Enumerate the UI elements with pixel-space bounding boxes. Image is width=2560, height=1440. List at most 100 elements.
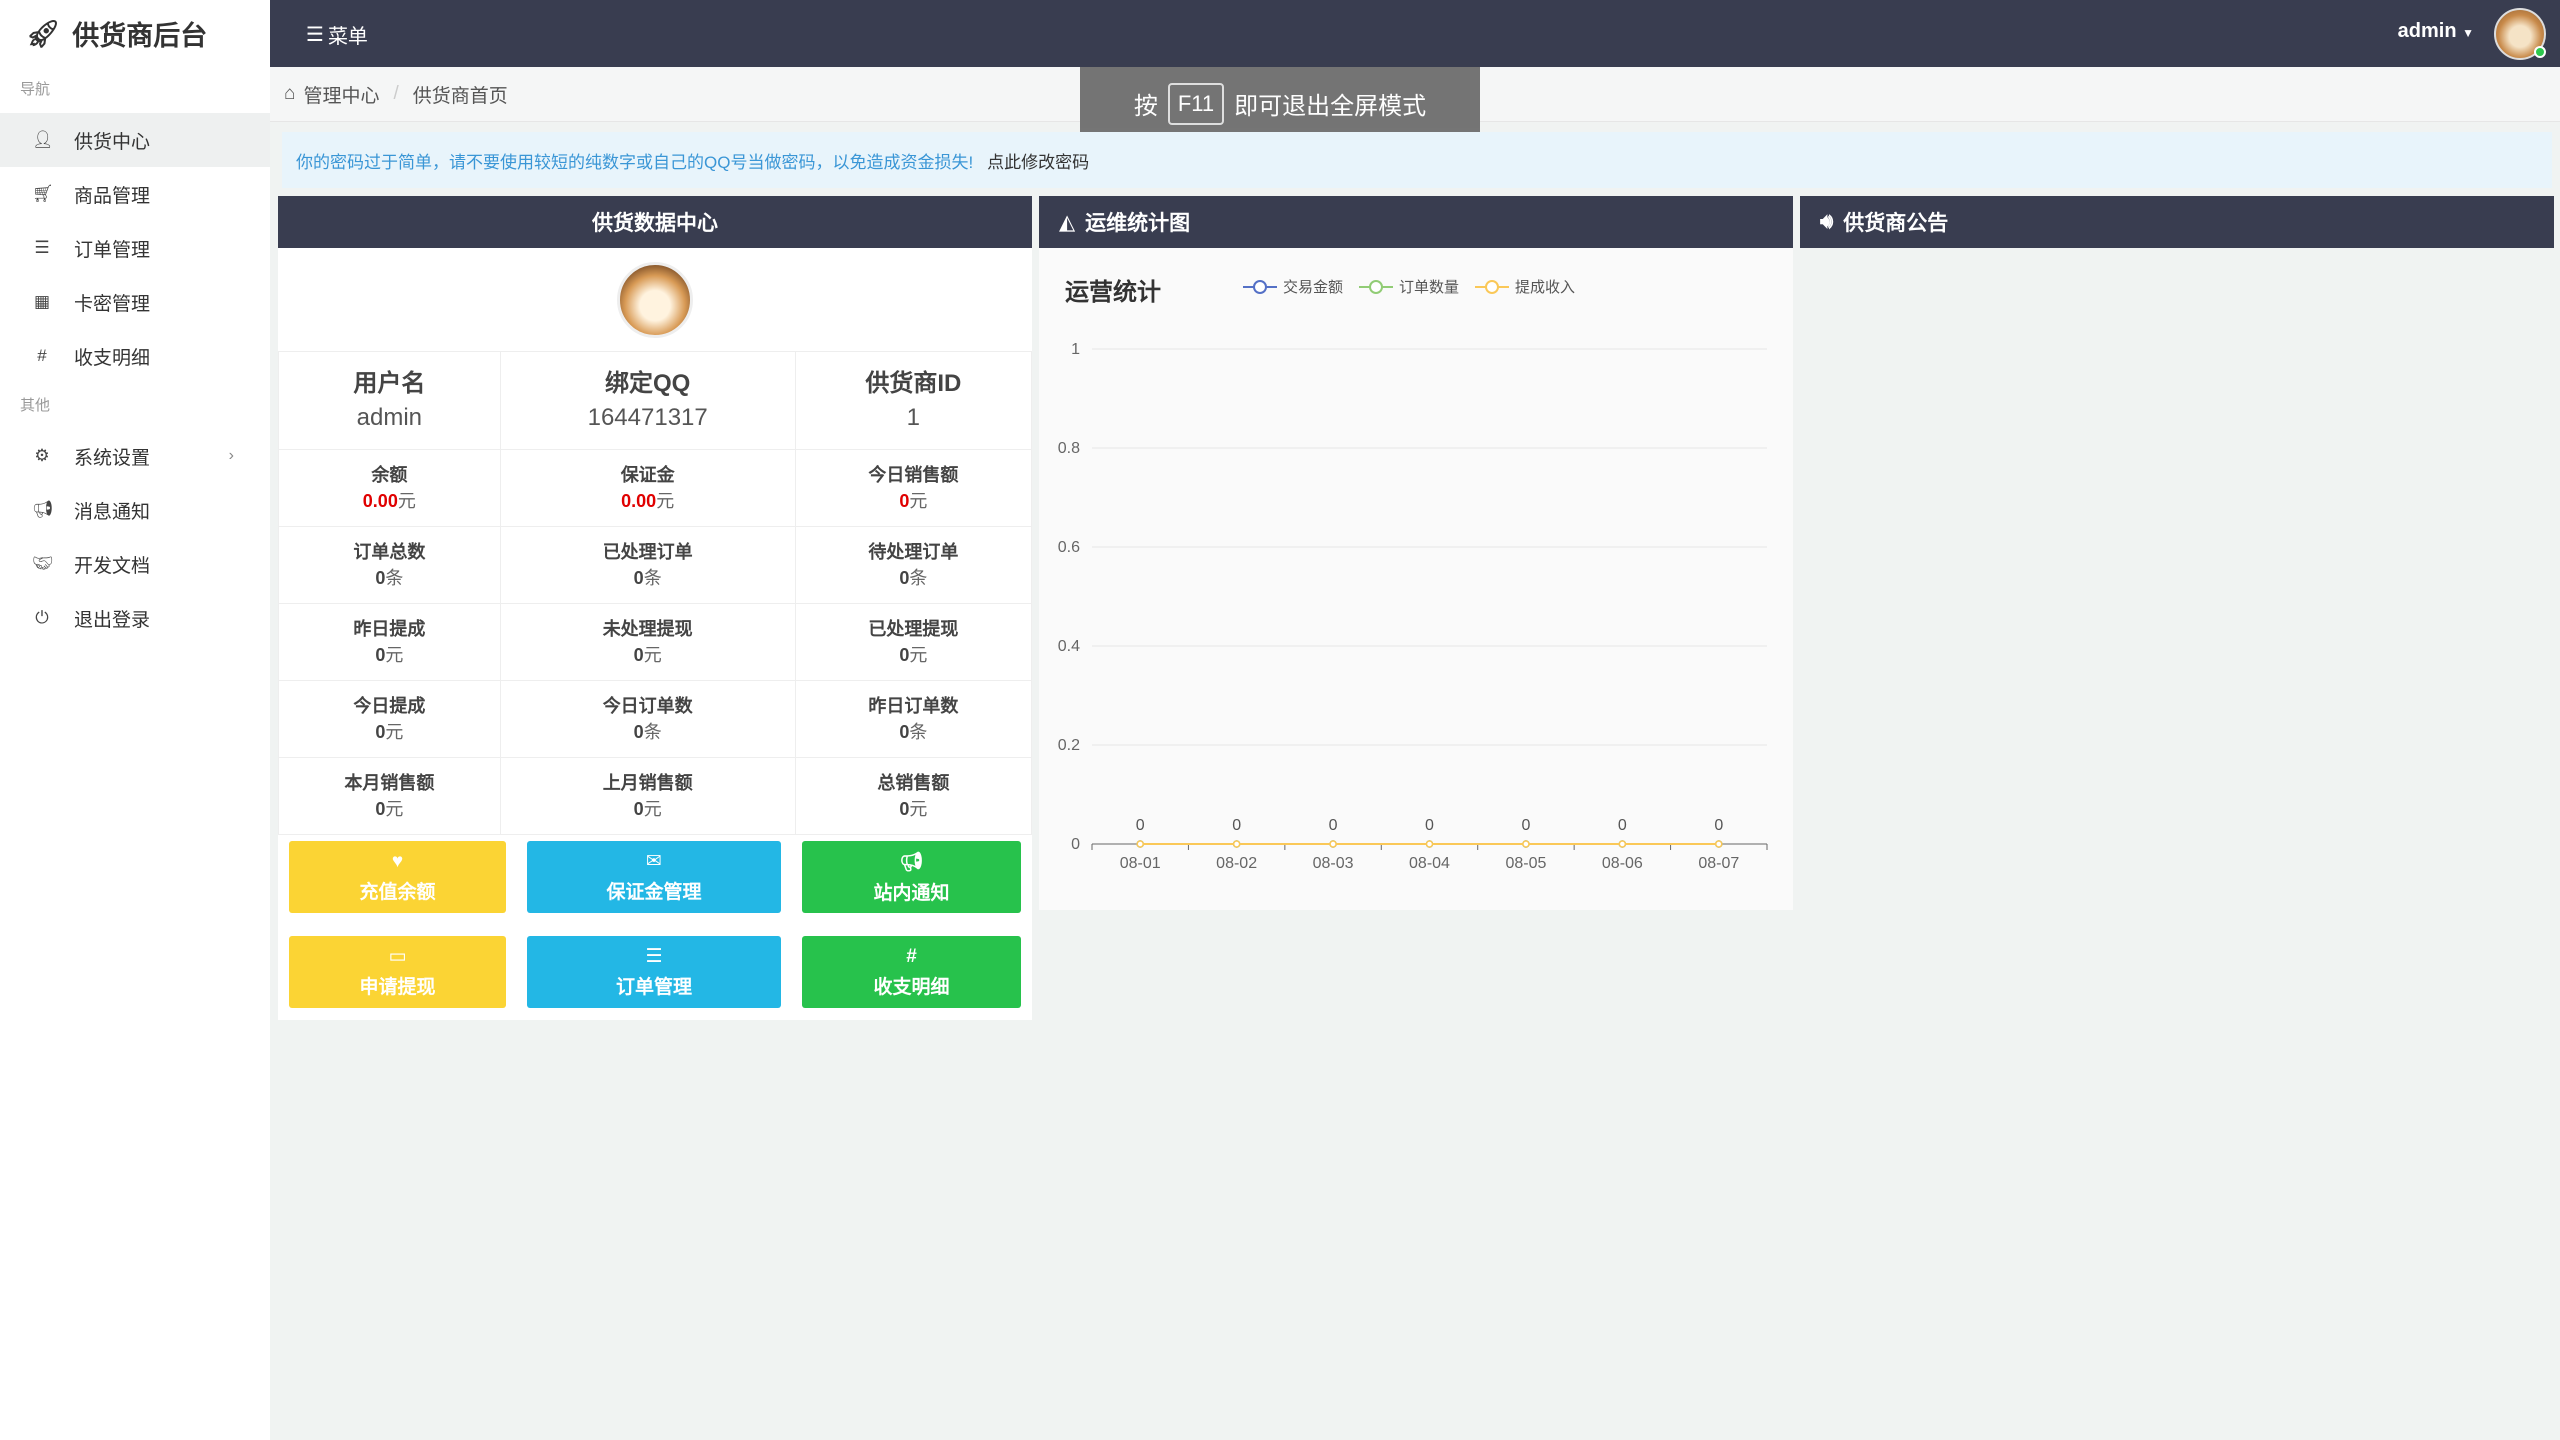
- sidebar: 🚀︎ 供货商后台 导航 👤︎ 供货中心 🛒︎ 商品管理 ☰ 订单管理 ▦ 卡密管理 # 收支明细 其他 ⚙…: [0, 0, 270, 1440]
- sidebar-item[interactable]: 👤︎ 供货中心: [0, 113, 270, 167]
- heartbeat-icon: ♥: [391, 850, 404, 872]
- data-label: 0: [1329, 817, 1338, 834]
- panel-title: 供货数据中心: [278, 196, 1032, 248]
- legend-item[interactable]: 订单数量: [1359, 276, 1459, 297]
- stat-cell: 未处理提现 0元: [499, 603, 796, 681]
- rocket-icon: 🚀︎: [26, 18, 61, 49]
- user-icon: 👤︎: [32, 130, 54, 149]
- fullscreen-tip: 按 F11 即可退出全屏模式: [1080, 67, 1480, 140]
- grid-icon: ▦: [33, 292, 51, 311]
- legend-item[interactable]: 交易金额: [1243, 276, 1343, 297]
- legend-item[interactable]: 提成收入: [1475, 276, 1575, 297]
- action-button[interactable]: ▭ 申请提现: [289, 936, 506, 1008]
- data-label: 0: [1136, 817, 1145, 834]
- data-label: 0: [1521, 817, 1530, 834]
- stat-cell: 今日提成 0元: [278, 680, 501, 758]
- hash-icon: #: [37, 346, 47, 365]
- volume-icon: 🔊︎: [1820, 210, 1834, 233]
- sidebar-item[interactable]: 📢︎ 消息通知: [32, 500, 151, 523]
- key-badge: F11: [1167, 82, 1225, 125]
- avatar[interactable]: [2494, 8, 2546, 60]
- stat-cell: 昨日提成 0元: [278, 603, 501, 681]
- sidebar-item[interactable]: 🛒︎ 商品管理: [32, 184, 151, 207]
- stat-cell: 昨日订单数 0条: [794, 680, 1033, 758]
- action-button[interactable]: ✉ 保证金管理: [527, 841, 781, 913]
- logo[interactable]: 🚀︎ 供货商后台: [26, 18, 208, 52]
- stat-cell: 上月销售额 0元: [499, 757, 796, 835]
- sidebar-item[interactable]: ⏻ 退出登录: [0, 591, 270, 645]
- data-point[interactable]: [1715, 840, 1723, 848]
- handshake-icon: 🤝︎: [32, 554, 54, 573]
- breadcrumb-item[interactable]: 管理中心: [303, 85, 380, 107]
- home-icon: ⌂: [284, 83, 296, 104]
- stat-cell: 待处理订单 0条: [794, 526, 1033, 604]
- bullhorn-icon: 📢︎: [899, 851, 924, 873]
- info-cell: 用户名 admin: [278, 351, 501, 450]
- power-icon: ⏻: [35, 608, 49, 627]
- data-label: 0: [1232, 817, 1241, 834]
- x-tick-label: 08-05: [1505, 855, 1546, 872]
- line-chart: 0 0.2 0.4 0.6 0.8 1 08-01 08-02 08-03 08-04 08-05 0…: [1058, 341, 1768, 872]
- sidebar-item[interactable]: 🤝︎ 开发文档: [32, 554, 151, 577]
- y-tick-label: 1: [1071, 341, 1080, 358]
- action-button[interactable]: ☰ 订单管理: [527, 936, 781, 1008]
- data-point[interactable]: [1522, 840, 1530, 848]
- table-row: 本月销售额 0元 上月销售额 0元 总销售额 0元: [278, 757, 1033, 835]
- data-point[interactable]: [1232, 840, 1241, 848]
- action-button[interactable]: ♥ 充值余额: [289, 841, 506, 913]
- x-tick-label: 08-02: [1216, 855, 1257, 872]
- table-row: 今日提成 0元 今日订单数 0条 昨日订单数 0条: [278, 680, 1033, 758]
- menu-toggle[interactable]: ☰ 菜单: [306, 24, 368, 48]
- x-tick-label: 08-06: [1602, 855, 1643, 872]
- sidebar-item[interactable]: ⚙ 系统设置 ›: [0, 429, 270, 483]
- stat-cell: 已处理订单 0条: [499, 526, 796, 604]
- change-password-link[interactable]: 点此修改密码: [987, 152, 1090, 172]
- hash-icon: #: [906, 945, 917, 967]
- data-point[interactable]: [1136, 840, 1144, 848]
- top-bar: ☰ 菜单 admin ▼: [270, 0, 2560, 67]
- user-avatar: [617, 262, 693, 338]
- user-menu[interactable]: admin ▼: [2397, 20, 2474, 42]
- x-tick-label: 08-04: [1409, 855, 1450, 872]
- sidebar-item[interactable]: # 收支明细: [0, 329, 270, 383]
- stat-cell: 已处理提现 0元: [794, 603, 1033, 681]
- action-button[interactable]: # 收支明细: [802, 936, 1021, 1008]
- data-point[interactable]: [1329, 840, 1337, 848]
- panel-title: 🔊︎ 供货商公告: [1800, 196, 2554, 248]
- bullhorn-icon: 📢︎: [32, 500, 54, 519]
- y-tick-label: 0.8: [1058, 440, 1080, 457]
- area-chart-icon: ◭: [1059, 210, 1076, 234]
- list-icon: ☰: [34, 238, 50, 257]
- chart-title: 运营统计: [1065, 279, 1161, 306]
- y-tick-label: 0.2: [1058, 737, 1080, 754]
- info-cell: 绑定QQ 164471317: [499, 351, 796, 450]
- data-point[interactable]: [1618, 840, 1627, 848]
- stat-cell: 今日销售额 0元: [794, 449, 1033, 527]
- stat-cell: 保证金 0.00元: [499, 449, 796, 527]
- table-row: 余额 0.00元 保证金 0.00元 今日销售额 0元: [278, 449, 1033, 527]
- chevron-right-icon: ›: [228, 447, 234, 464]
- stat-cell: 今日订单数 0条: [499, 680, 796, 758]
- breadcrumb-item: 供货商首页: [412, 85, 508, 107]
- stat-cell: 订单总数 0条: [278, 526, 501, 604]
- action-button[interactable]: 📢︎ 站内通知: [802, 841, 1021, 913]
- x-tick-label: 08-07: [1698, 855, 1739, 872]
- table-row: 订单总数 0条 已处理订单 0条 待处理订单 0条: [278, 526, 1033, 604]
- credit-card-icon: ▭: [388, 946, 407, 967]
- settings-icon: ⚙: [34, 446, 50, 465]
- sidebar-item[interactable]: ▦ 卡密管理: [33, 292, 151, 315]
- sidebar-item[interactable]: ☰ 订单管理: [0, 221, 270, 275]
- stats-table: 用户名 admin 绑定QQ 164471317 供货商ID 1 余额 0.00元 保证金 0.0…: [278, 351, 1033, 835]
- panel-title: ◭ 运维统计图: [1039, 196, 1793, 248]
- password-alert: 你的密码过于简单，请不要使用较短的纯数字或自己的QQ号当做密码，以免造成资金损失…: [282, 132, 2552, 188]
- stat-cell: 本月销售额 0元: [278, 757, 501, 835]
- chart-panel: ◭ 运维统计图 运营统计 交易金额 订单数量 提成收入 0 0.2 0.4 0.6 0.8 1 0…: [1039, 196, 1793, 910]
- data-label: 0: [1425, 817, 1434, 834]
- stat-cell: 余额 0.00元: [278, 449, 501, 527]
- data-label: 0: [1714, 817, 1723, 834]
- list-icon: ☰: [645, 946, 663, 967]
- info-cell: 供货商ID 1: [794, 351, 1033, 450]
- data-point[interactable]: [1425, 840, 1434, 848]
- envelope-icon: ✉: [646, 851, 662, 872]
- y-tick-label: 0.4: [1058, 638, 1080, 655]
